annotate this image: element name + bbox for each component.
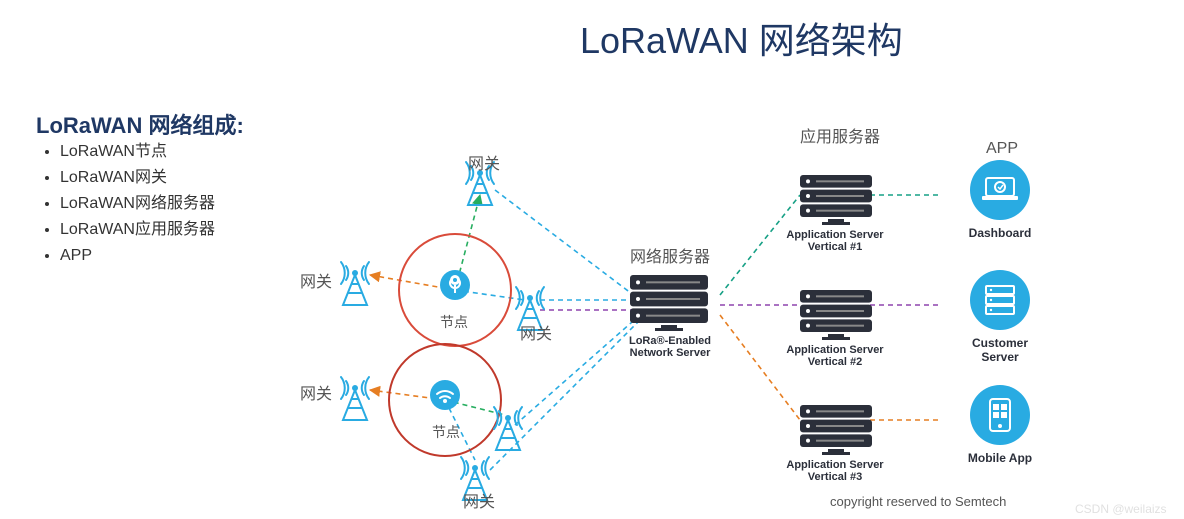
app-label: Mobile App	[965, 451, 1035, 465]
network-server-caption: LoRa®-EnabledNetwork Server	[625, 335, 715, 359]
gateway-label: 网关	[520, 320, 552, 344]
list-item: APP	[60, 244, 215, 268]
gateway-label: 网关	[468, 150, 500, 174]
watermark: CSDN @weilaizs	[1075, 502, 1167, 516]
node-label: 节点	[440, 312, 468, 332]
list-item: LoRaWAN节点	[60, 140, 215, 164]
section-heading: LoRaWAN 网络组成:	[36, 108, 244, 140]
list-item: LoRaWAN网关	[60, 166, 215, 190]
list-item: LoRaWAN应用服务器	[60, 218, 215, 242]
app-server-caption: Application ServerVertical #1	[785, 229, 885, 253]
network-server-heading: 网络服务器	[630, 243, 710, 267]
app-label: CustomerServer	[965, 336, 1035, 364]
list-item: LoRaWAN网络服务器	[60, 192, 215, 216]
app-label: Dashboard	[965, 226, 1035, 240]
node-label: 节点	[432, 422, 460, 442]
component-list: LoRaWAN节点LoRaWAN网关LoRaWAN网络服务器LoRaWAN应用服…	[36, 138, 215, 270]
app-heading: APP	[962, 140, 1042, 158]
copyright-text: copyright reserved to Semtech	[830, 494, 1006, 509]
gateway-label: 网关	[300, 380, 332, 404]
gateway-label: 网关	[463, 488, 495, 512]
gateway-label: 网关	[300, 268, 332, 292]
app-server-caption: Application ServerVertical #2	[785, 344, 885, 368]
app-server-heading: 应用服务器	[790, 123, 890, 147]
app-server-caption: Application ServerVertical #3	[785, 459, 885, 483]
page-title: LoRaWAN 网络架构	[580, 12, 903, 64]
